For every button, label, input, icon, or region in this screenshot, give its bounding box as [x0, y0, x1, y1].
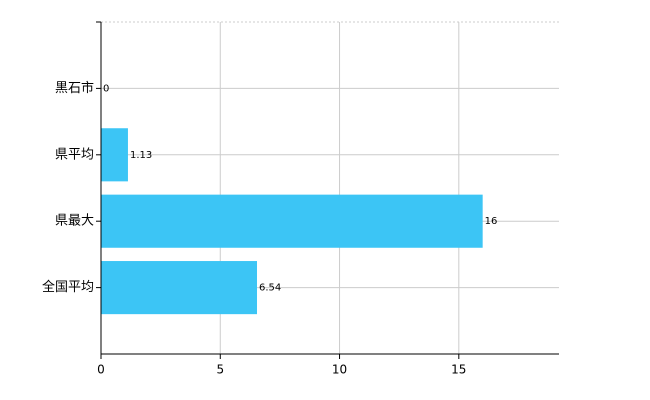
value-label: 1.13	[130, 150, 152, 161]
bar	[101, 194, 483, 248]
value-label: 16	[485, 216, 498, 227]
y-tick-label: 県平均	[55, 147, 94, 162]
bar	[101, 128, 128, 182]
bar	[101, 261, 258, 315]
x-tick-label: 10	[332, 363, 347, 377]
y-tick-label: 県最大	[55, 214, 94, 229]
y-tick-label: 黒石市	[55, 80, 94, 96]
x-tick-label: 5	[216, 363, 224, 377]
value-label: 6.54	[259, 283, 281, 294]
x-tick-label: 0	[97, 363, 105, 377]
y-tick-label: 全国平均	[42, 279, 94, 295]
value-label: 0	[103, 83, 109, 94]
x-tick-label: 15	[451, 363, 466, 377]
